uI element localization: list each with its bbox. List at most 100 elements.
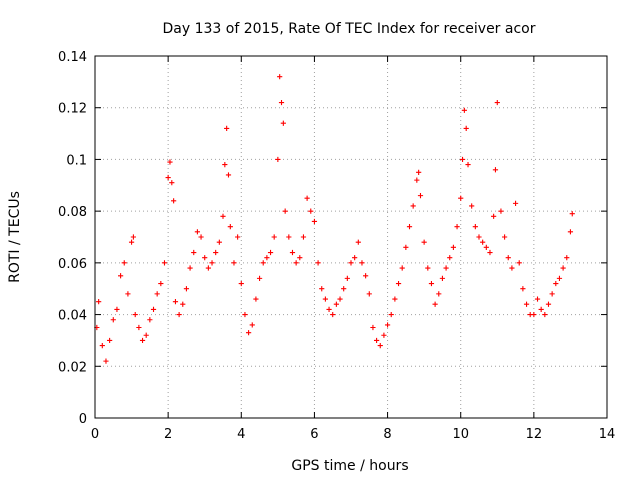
data-point: [487, 249, 493, 256]
y-tick-label: 0.14: [58, 50, 87, 65]
data-point: [96, 299, 102, 305]
data-point: [472, 224, 478, 230]
data-point: [458, 195, 464, 201]
x-tick-label: 10: [452, 427, 469, 442]
data-point: [150, 306, 157, 312]
data-point: [465, 162, 471, 168]
data-point: [315, 260, 321, 266]
y-tick-label: 0.1: [66, 153, 87, 168]
axis-tick-labels: 0 2 4 6 8 10 12 14 0 0.02 0.04 0.06 0.08 0.1 0.12 0.14: [58, 50, 615, 442]
data-point: [399, 265, 405, 271]
data-point: [132, 311, 138, 318]
data-point: [225, 172, 232, 178]
data-point: [516, 260, 522, 266]
data-point: [447, 255, 453, 261]
plot-frame: [94, 55, 608, 419]
data-point: [333, 301, 339, 307]
data-point: [277, 74, 283, 80]
data-point: [275, 156, 281, 163]
data-point: [567, 229, 574, 235]
data-point: [553, 280, 559, 287]
data-point: [523, 301, 530, 307]
data-point: [286, 234, 292, 240]
x-tick-label: 6: [310, 427, 318, 442]
data-point: [271, 234, 277, 240]
data-point: [235, 234, 241, 240]
data-point: [512, 200, 519, 206]
data-point: [220, 213, 226, 219]
data-point: [264, 255, 270, 261]
data-point: [502, 234, 508, 240]
data-point: [463, 125, 469, 131]
data-point: [308, 208, 314, 214]
data-point: [246, 330, 252, 336]
data-point: [509, 265, 515, 271]
data-point: [293, 260, 299, 266]
data-point: [191, 249, 197, 256]
y-tick-label: 0.06: [58, 257, 87, 272]
data-point: [231, 260, 237, 266]
data-point: [341, 286, 347, 292]
data-point: [238, 280, 244, 287]
data-point: [545, 301, 552, 307]
chart-title: Day 133 of 2015, Rate Of TEC Index for r…: [163, 21, 536, 37]
data-point: [187, 265, 193, 271]
data-point: [531, 311, 537, 318]
data-point: [436, 291, 442, 297]
data-point: [348, 260, 354, 266]
data-point: [421, 239, 427, 245]
data-point: [377, 343, 383, 349]
axis-ticks: [94, 55, 608, 419]
data-point: [359, 260, 365, 266]
data-point: [392, 296, 398, 302]
data-point: [205, 265, 211, 271]
data-point: [469, 203, 475, 209]
data-point: [337, 296, 343, 302]
data-point: [428, 280, 435, 287]
data-point: [388, 311, 394, 318]
y-tick-label: 0.08: [58, 205, 87, 220]
data-point: [198, 234, 204, 240]
data-point: [564, 255, 570, 261]
data-point: [297, 255, 303, 261]
data-point: [344, 275, 350, 281]
data-point: [118, 273, 124, 279]
data-point: [311, 218, 318, 225]
y-tick-label: 0.02: [58, 360, 87, 375]
data-point: [520, 286, 526, 292]
data-point: [256, 275, 263, 281]
data-point: [406, 224, 413, 230]
data-point: [417, 193, 424, 199]
data-point: [103, 358, 109, 364]
data-point: [216, 239, 222, 245]
data-point: [498, 208, 504, 214]
data-point: [439, 275, 446, 281]
data-point: [169, 180, 175, 186]
data-point: [403, 244, 409, 250]
y-axis-label: ROTI / TECUs: [7, 191, 23, 283]
data-point: [222, 162, 228, 168]
data-point: [491, 213, 497, 219]
data-point: [395, 280, 402, 287]
data-point: [304, 195, 310, 201]
data-point: [542, 311, 548, 318]
data-point: [249, 322, 255, 328]
x-tick-label: 0: [91, 427, 99, 442]
data-point: [374, 337, 380, 344]
data-point: [289, 249, 296, 256]
data-point: [366, 291, 372, 297]
data-point: [381, 332, 387, 338]
data-point: [227, 224, 233, 230]
data-point: [300, 234, 307, 240]
data-point: [443, 265, 449, 271]
data-point: [128, 239, 135, 245]
data-points: [94, 74, 575, 364]
data-point: [410, 203, 416, 209]
data-point: [171, 198, 177, 204]
data-point: [326, 306, 332, 312]
data-point: [158, 280, 164, 287]
data-point: [253, 296, 259, 302]
x-tick-label: 14: [599, 427, 616, 442]
data-point: [167, 159, 173, 165]
